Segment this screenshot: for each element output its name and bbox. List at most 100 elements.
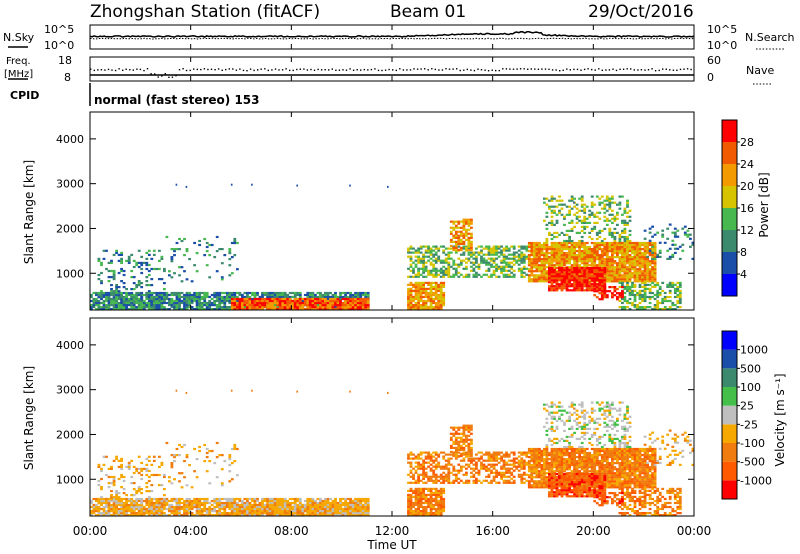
velocity-cell <box>195 497 199 501</box>
nsky-label: N.Sky <box>3 31 35 44</box>
power-cell <box>618 272 622 275</box>
power-cell <box>535 245 539 249</box>
velocity-cell <box>200 510 204 513</box>
power-cell <box>452 226 456 229</box>
velocity-cell <box>105 505 108 509</box>
power-cell <box>465 234 468 237</box>
power-cell <box>553 279 556 282</box>
power-cell <box>593 248 597 251</box>
power-cell <box>600 201 604 204</box>
power-cell <box>366 308 370 311</box>
nave-point <box>534 68 536 70</box>
power-cell <box>422 304 425 307</box>
power-cell <box>90 308 93 311</box>
nave-point <box>239 68 241 70</box>
power-cell <box>616 203 619 206</box>
power-cell <box>676 293 680 297</box>
power-cell <box>676 295 680 299</box>
power-cell <box>246 293 249 297</box>
power-cell <box>638 245 642 249</box>
power-cell <box>465 230 468 233</box>
power-cell <box>668 289 672 292</box>
power-cell <box>115 306 118 309</box>
power-cell <box>145 301 149 305</box>
power-cell <box>527 268 531 271</box>
velocity-cell <box>122 510 126 513</box>
power-cell <box>510 261 514 264</box>
power-cell <box>638 258 642 261</box>
power-cell <box>671 285 675 288</box>
power-cell <box>565 248 569 251</box>
power-cell <box>616 266 619 269</box>
power-cell <box>100 271 103 275</box>
power-cell <box>130 299 134 303</box>
power-cell <box>570 285 574 288</box>
velocity-cell <box>251 514 254 517</box>
power-cell <box>447 247 451 250</box>
velocity-cell <box>102 499 106 503</box>
power-cell <box>538 260 541 263</box>
power-cell <box>434 275 438 278</box>
velocity-cell <box>165 497 169 501</box>
power-cell <box>633 280 637 283</box>
power-cell <box>163 282 166 285</box>
power-cell <box>497 245 501 248</box>
velocity-cell <box>178 503 181 507</box>
power-cell <box>555 275 559 278</box>
velocity-cell <box>198 507 201 511</box>
power-cell <box>648 262 652 265</box>
power-cell <box>568 248 571 251</box>
power-cell <box>107 299 111 303</box>
velocity-cell <box>115 510 118 513</box>
nave-point <box>168 76 170 78</box>
power-cell <box>132 296 136 299</box>
power-cell <box>115 284 118 287</box>
nave-point <box>438 69 440 71</box>
power-cell <box>296 308 300 311</box>
power-cell <box>626 299 629 303</box>
power-cell <box>618 294 622 297</box>
power-cell <box>507 269 511 272</box>
power-cell <box>241 301 244 305</box>
power-cell <box>470 220 473 223</box>
power-cell <box>427 306 430 309</box>
power-cell <box>616 262 619 265</box>
power-cell <box>193 293 196 297</box>
power-cell <box>618 278 622 281</box>
power-cell <box>422 287 425 290</box>
power-cell <box>188 297 191 301</box>
power-cell <box>165 235 169 239</box>
velocity-cell <box>293 497 297 501</box>
power-cell <box>432 293 436 297</box>
power-cell <box>417 287 420 290</box>
power-cell <box>414 295 418 299</box>
power-cell <box>646 260 649 263</box>
power-cell <box>457 275 461 278</box>
power-cell <box>356 306 360 309</box>
power-cell <box>117 253 121 256</box>
power-cell <box>215 308 219 311</box>
power-cell <box>661 289 665 292</box>
power-cell <box>215 299 219 303</box>
power-cell <box>636 248 639 251</box>
velocity-cell <box>102 501 106 505</box>
power-cell <box>258 299 262 303</box>
power-cell <box>195 295 199 299</box>
power-cell <box>190 299 194 303</box>
power-cell <box>633 256 637 259</box>
power-cell <box>668 283 672 286</box>
power-cell <box>467 220 471 223</box>
nave-point <box>228 68 230 70</box>
power-cell <box>545 258 549 261</box>
power-cell <box>631 285 634 288</box>
power-cell <box>578 260 581 263</box>
power-cell <box>427 293 430 297</box>
power-cell <box>545 223 549 226</box>
power-cell <box>145 261 149 264</box>
power-cell <box>585 277 589 280</box>
velocity-cell <box>107 514 111 517</box>
power-cell <box>424 269 428 272</box>
power-cell <box>583 225 587 228</box>
power-cell <box>482 259 486 262</box>
power-cell <box>434 297 438 301</box>
